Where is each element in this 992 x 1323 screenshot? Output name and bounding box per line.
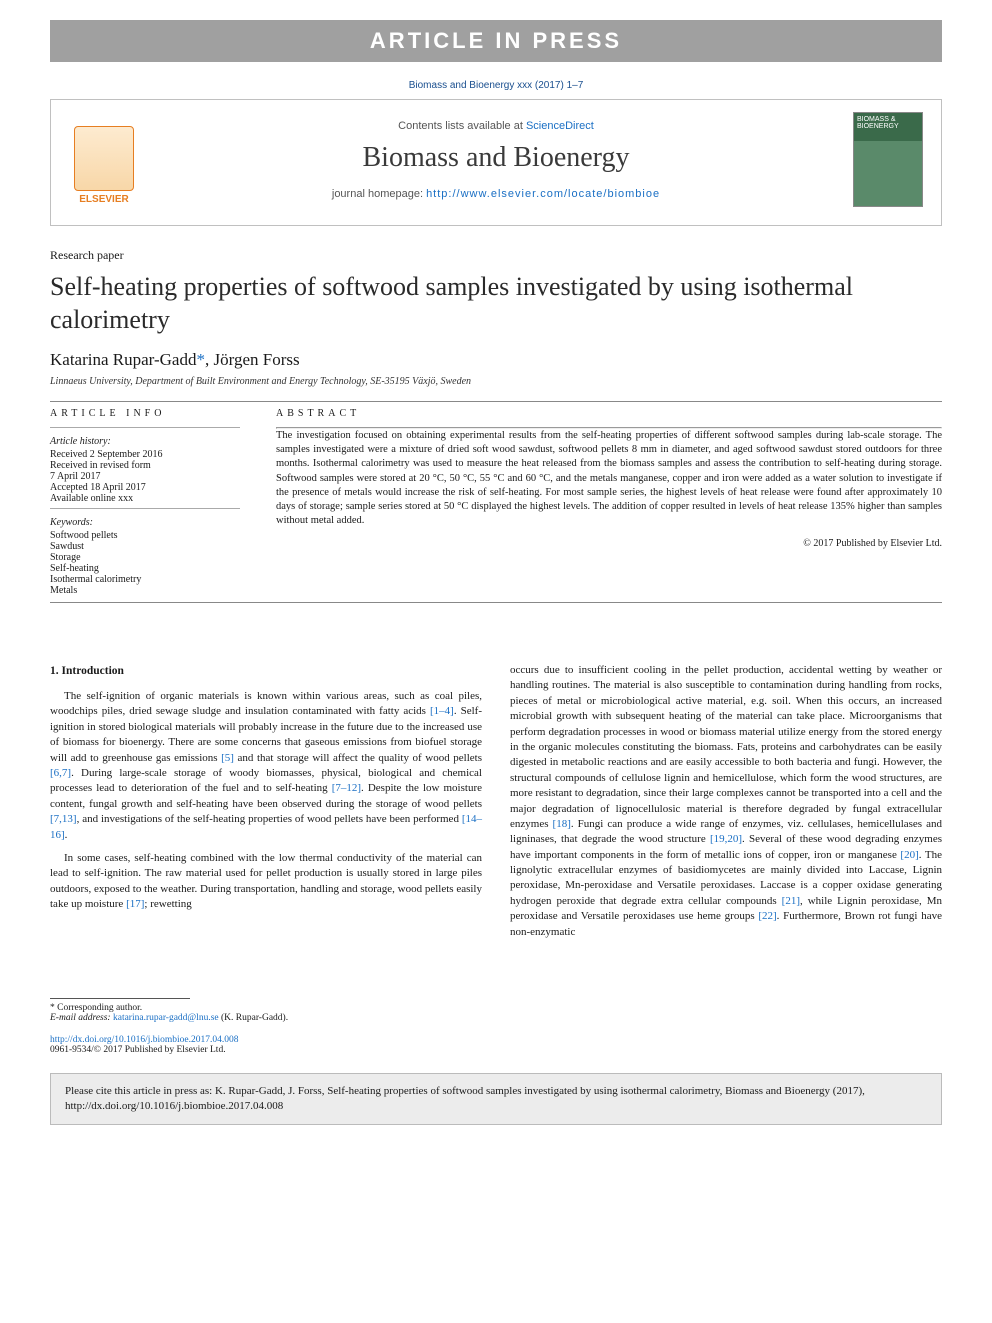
ref-link[interactable]: [5] xyxy=(221,752,234,764)
ref-link[interactable]: [14–16] xyxy=(50,813,482,840)
body-paragraph: The self-ignition of organic materials i… xyxy=(50,689,482,843)
email-link[interactable]: katarina.rupar-gadd@lnu.se xyxy=(113,1013,219,1023)
citation-box: Please cite this article in press as: K.… xyxy=(50,1073,942,1125)
keyword: Storage xyxy=(50,552,240,563)
main-content: Research paper Self-heating properties o… xyxy=(50,248,942,948)
journal-header: ELSEVIER Contents lists available at Sci… xyxy=(50,99,942,226)
section-1-heading: 1. Introduction xyxy=(50,663,482,679)
ref-link[interactable]: [1–4] xyxy=(430,705,454,717)
homepage-prefix: journal homepage: xyxy=(332,188,426,200)
history-online: Available online xxx xyxy=(50,493,240,504)
footer-rule xyxy=(50,998,190,999)
ref-link[interactable]: [6,7] xyxy=(50,767,71,779)
sciencedirect-link[interactable]: ScienceDirect xyxy=(526,120,594,132)
history-label: Article history: xyxy=(50,436,240,447)
paper-type: Research paper xyxy=(50,248,942,263)
affiliation: Linnaeus University, Department of Built… xyxy=(50,376,942,387)
abstract-copyright: © 2017 Published by Elsevier Ltd. xyxy=(276,538,942,549)
elsevier-tree-icon xyxy=(74,126,134,191)
header-center: Contents lists available at ScienceDirec… xyxy=(157,120,835,200)
contents-prefix: Contents lists available at xyxy=(398,120,526,132)
article-info-column: ARTICLE INFO Article history: Received 2… xyxy=(50,408,240,596)
issn-line: 0961-9534/© 2017 Published by Elsevier L… xyxy=(50,1045,942,1055)
ref-link[interactable]: [7,13] xyxy=(50,813,77,825)
keyword: Self-heating xyxy=(50,563,240,574)
ref-link[interactable]: [18] xyxy=(553,818,571,830)
ref-link[interactable]: [19,20] xyxy=(710,833,742,845)
ref-link[interactable]: [21] xyxy=(782,895,800,907)
history-revised-2: 7 April 2017 xyxy=(50,471,240,482)
journal-name: Biomass and Bioenergy xyxy=(157,142,835,174)
homepage-link[interactable]: http://www.elsevier.com/locate/biombioe xyxy=(426,188,660,200)
article-in-press-banner: ARTICLE IN PRESS xyxy=(50,20,942,62)
doi-link[interactable]: http://dx.doi.org/10.1016/j.biombioe.201… xyxy=(50,1035,239,1045)
ref-link[interactable]: [20] xyxy=(900,849,918,861)
ref-link[interactable]: [7–12] xyxy=(332,782,361,794)
info-rule-1 xyxy=(50,427,240,428)
footer-block: * Corresponding author. E-mail address: … xyxy=(50,998,942,1055)
author-2: Jörgen Forss xyxy=(213,350,299,369)
email-line: E-mail address: katarina.rupar-gadd@lnu.… xyxy=(50,1013,942,1023)
journal-cover-label: BIOMASS & BIOENERGY xyxy=(854,113,922,133)
body-columns: 1. Introduction The self-ignition of org… xyxy=(50,663,942,948)
author-1: Katarina Rupar-Gadd xyxy=(50,350,196,369)
elsevier-label: ELSEVIER xyxy=(79,194,128,205)
history-revised-1: Received in revised form xyxy=(50,460,240,471)
article-title: Self-heating properties of softwood samp… xyxy=(50,271,942,336)
keywords-label: Keywords: xyxy=(50,517,240,528)
keyword: Softwood pellets xyxy=(50,530,240,541)
contents-line: Contents lists available at ScienceDirec… xyxy=(157,120,835,132)
history-accepted: Accepted 18 April 2017 xyxy=(50,482,240,493)
info-rule-2 xyxy=(50,508,240,509)
corresponding-author-note: * Corresponding author. xyxy=(50,1003,942,1013)
corresponding-marker: * xyxy=(196,350,205,369)
body-paragraph: occurs due to insufficient cooling in th… xyxy=(510,663,942,940)
abstract-heading: ABSTRACT xyxy=(276,408,942,419)
body-column-left: 1. Introduction The self-ignition of org… xyxy=(50,663,482,948)
email-label: E-mail address: xyxy=(50,1013,113,1023)
homepage-line: journal homepage: http://www.elsevier.co… xyxy=(157,188,835,200)
history-received: Received 2 September 2016 xyxy=(50,449,240,460)
running-citation: Biomass and Bioenergy xxx (2017) 1–7 xyxy=(0,80,992,91)
info-abstract-row: ARTICLE INFO Article history: Received 2… xyxy=(50,408,942,596)
abstract-column: ABSTRACT The investigation focused on ob… xyxy=(276,408,942,596)
ref-link[interactable]: [17] xyxy=(126,898,144,910)
author-list: Katarina Rupar-Gadd*, Jörgen Forss xyxy=(50,350,942,370)
journal-cover: BIOMASS & BIOENERGY xyxy=(853,112,923,207)
body-column-right: occurs due to insufficient cooling in th… xyxy=(510,663,942,948)
ref-link[interactable]: [22] xyxy=(758,910,776,922)
body-paragraph: In some cases, self-heating combined wit… xyxy=(50,851,482,913)
keyword: Sawdust xyxy=(50,541,240,552)
email-suffix: (K. Rupar-Gadd). xyxy=(221,1013,288,1023)
elsevier-logo: ELSEVIER xyxy=(69,115,139,205)
article-info-heading: ARTICLE INFO xyxy=(50,408,240,419)
rule-bottom xyxy=(50,602,942,603)
keyword: Isothermal calorimetry xyxy=(50,574,240,585)
rule-top xyxy=(50,401,942,402)
keyword: Metals xyxy=(50,585,240,596)
abstract-text: The investigation focused on obtaining e… xyxy=(276,429,942,528)
